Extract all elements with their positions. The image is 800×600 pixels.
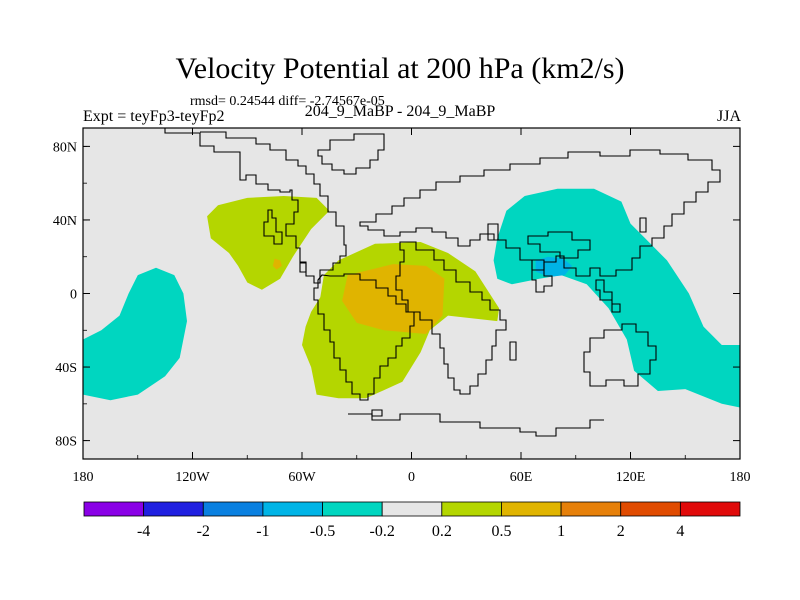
coastline-central-america (299, 262, 307, 273)
coastline-europe-asia (359, 149, 721, 277)
contour-region-africa-core-positive (342, 264, 445, 334)
y-tick-label: 0 (70, 288, 77, 303)
axis-layer: 180 120W 60W 0 60E 120E 180 80N 40N 0 40S 80S (53, 128, 751, 485)
colorbar-swatch (620, 501, 681, 517)
coastline-hudson-bay (263, 209, 283, 245)
coastline-south-america (313, 273, 415, 401)
chart-title: Velocity Potential at 200 hPa (km2/s) (175, 52, 625, 85)
contour-region-asia-negative (493, 188, 740, 408)
contour-region-central-pacific-negative (83, 267, 187, 401)
colorbar-label: -4 (137, 523, 150, 540)
colorbar: -4 -2 -1 -0.5 -0.2 0.2 0.5 1 2 4 (83, 501, 741, 540)
x-tick-label: 120E (616, 470, 646, 485)
x-tick-label: 120W (175, 470, 210, 485)
colorbar-label: 0.5 (491, 523, 511, 540)
coastline-north-america (164, 128, 347, 284)
colorbar-swatch (560, 501, 622, 517)
coastline-africa (395, 241, 507, 395)
coastline-japan (639, 217, 647, 233)
colorbar-label: -0.2 (370, 523, 395, 540)
coastline-tibet-box (527, 231, 591, 259)
y-tick-label: 80S (55, 435, 77, 450)
colorbar-label: 4 (676, 523, 684, 540)
contour-region-north-america-core-positive (272, 258, 282, 270)
colorbar-swatch (202, 501, 264, 517)
colorbar-label: 2 (617, 523, 625, 540)
y-tick-label: 80N (53, 140, 77, 155)
x-tick-label: 60W (288, 470, 316, 485)
colorbar-swatch (679, 501, 741, 517)
coastline-greenland (317, 133, 385, 175)
contour-region-north-america-positive (207, 196, 330, 290)
colorbar-label: 1 (557, 523, 565, 540)
y-tick-label: 40S (55, 361, 77, 376)
colorbar-label: -0.5 (310, 523, 335, 540)
y-tick-label: 40N (53, 214, 77, 229)
experiment-label: Expt = teyFp3-teyFp2 (83, 108, 225, 125)
season-label: JJA (716, 108, 741, 125)
coastline-layer (164, 128, 721, 437)
coastline-australia (583, 323, 657, 387)
coastline-madagascar (509, 341, 517, 361)
colorbar-swatch (262, 501, 323, 517)
colorbar-swatch (501, 501, 562, 517)
colorbar-swatch (381, 501, 443, 517)
colorbar-label: 0.2 (432, 523, 452, 540)
colorbar-swatch (83, 501, 145, 517)
colorbar-swatch (143, 501, 204, 517)
x-tick-label: 60E (510, 470, 533, 485)
colorbar-swatch (322, 501, 383, 517)
coastline-india (531, 259, 553, 293)
x-tick-label: 180 (73, 470, 94, 485)
stats-line: rmsd= 0.24544 diff= -2.74567e-05 (190, 94, 385, 109)
case-label: 204_9_MaBP - 204_9_MaBP (304, 103, 496, 120)
colorbar-label: -1 (256, 523, 269, 540)
colorbar-swatch (441, 501, 502, 517)
colorbar-label: -2 (197, 523, 210, 540)
coastline-caspian (487, 223, 499, 241)
x-tick-label: 0 (408, 470, 415, 485)
contour-fill-layer (83, 188, 740, 408)
coastline-southeast-asia (595, 279, 621, 313)
x-tick-label: 180 (730, 470, 751, 485)
coastline-antarctica (348, 413, 604, 437)
